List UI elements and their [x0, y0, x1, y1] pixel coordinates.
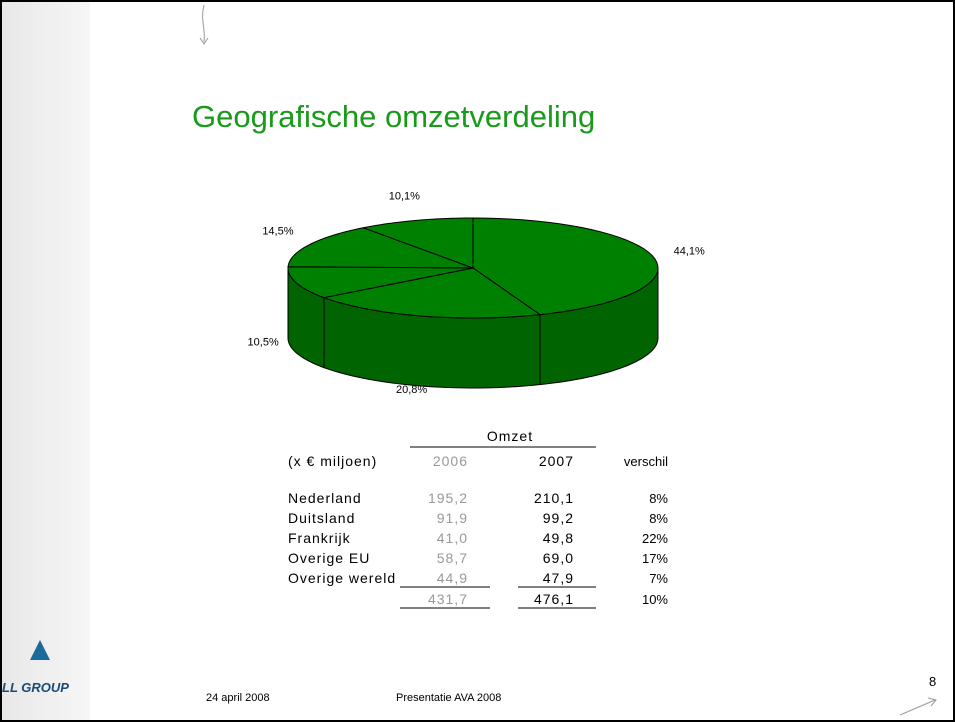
column-header: verschil [624, 454, 668, 469]
table-cell: 17% [642, 551, 668, 566]
page: {"title": "Geografische omzetverdeling",… [0, 0, 955, 722]
footer-event: Presentatie AVA 2008 [396, 692, 501, 704]
table-cell: 58,7 [437, 550, 468, 566]
data-label: 20,8% [396, 384, 427, 396]
data-label: 10,5% [248, 337, 279, 349]
total-cell: 10% [642, 592, 668, 607]
table-cell: 44,9 [437, 570, 468, 586]
logo-text: LL GROUP [2, 680, 69, 695]
column-header: 2006 [433, 453, 468, 469]
footer-date: 24 april 2008 [206, 692, 270, 704]
column-header: 2007 [539, 453, 574, 469]
total-cell: 431,7 [428, 591, 468, 607]
data-label: 14,5% [262, 226, 293, 238]
table-cell: 195,2 [428, 490, 468, 506]
slide: LL GROUP Geografische omzetverdeling 44,… [0, 0, 955, 722]
table-cell: 99,2 [543, 510, 574, 526]
table-cell: 91,9 [437, 510, 468, 526]
table-cell: 210,1 [534, 490, 574, 506]
table-cell: 8% [649, 511, 668, 526]
data-label: 44,1% [674, 246, 705, 258]
table-cell: Nederland [288, 490, 362, 506]
table-cell: Frankrijk [288, 530, 351, 546]
slide-title: Geografische omzetverdeling [192, 99, 595, 134]
table-cell: 7% [649, 571, 668, 586]
total-cell: 476,1 [534, 591, 574, 607]
table-cell: Duitsland [288, 510, 355, 526]
column-header: (x € miljoen) [288, 453, 377, 469]
table-cell: 47,9 [543, 570, 574, 586]
table-cell: Overige EU [288, 550, 370, 566]
group-header: Omzet [487, 428, 533, 444]
side-strip [2, 2, 90, 720]
table-cell: 69,0 [543, 550, 574, 566]
table-cell: 41,0 [437, 530, 468, 546]
table-cell: Overige wereld [288, 570, 396, 586]
table-cell: 8% [649, 491, 668, 506]
table-cell: 22% [642, 531, 668, 546]
table-cell: 49,8 [543, 530, 574, 546]
data-label: 10,1% [389, 191, 420, 203]
page-number: 8 [929, 674, 936, 689]
